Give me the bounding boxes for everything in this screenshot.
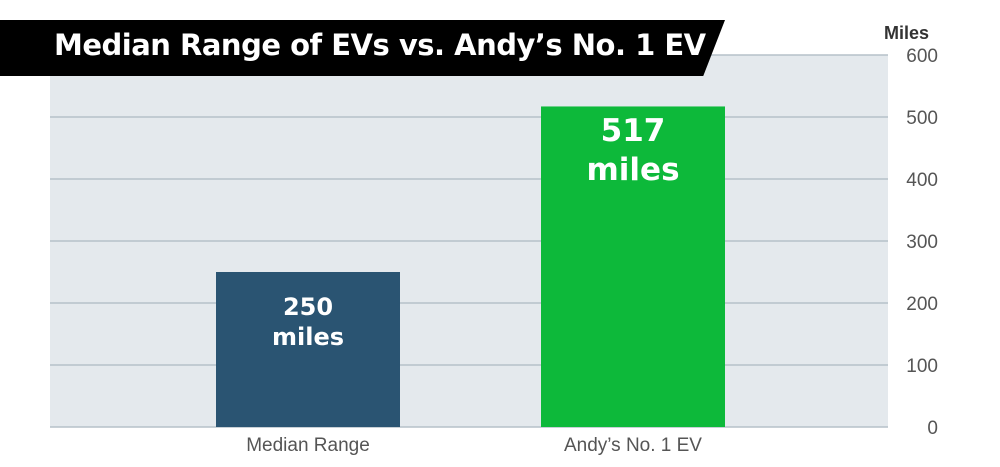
bar-median-range xyxy=(216,272,400,427)
data-label-value: 517 xyxy=(600,113,666,150)
bar-andys-no1-ev xyxy=(541,106,725,428)
data-label-unit: miles xyxy=(271,323,345,351)
x-tick-label: Median Range xyxy=(246,435,370,456)
y-axis-unit-label: Miles xyxy=(884,23,930,43)
data-label: 250 miles xyxy=(216,292,400,352)
data-label-unit: miles xyxy=(586,152,680,189)
y-tick-label: 200 xyxy=(906,294,938,315)
y-tick-label: 500 xyxy=(906,108,938,129)
chart-title: Median Range of EVs vs. Andy’s No. 1 EV xyxy=(54,28,706,62)
x-tick-label: Andy’s No. 1 EV xyxy=(564,435,702,456)
data-label: 517 miles xyxy=(541,112,725,190)
title-banner xyxy=(0,20,725,76)
y-tick-label: 0 xyxy=(927,418,938,439)
y-tick-label: 100 xyxy=(906,356,938,377)
data-label-value: 250 xyxy=(282,293,334,321)
y-tick-label: 400 xyxy=(906,170,938,191)
y-tick-label: 600 xyxy=(906,46,938,67)
y-tick-label: 300 xyxy=(906,232,938,253)
